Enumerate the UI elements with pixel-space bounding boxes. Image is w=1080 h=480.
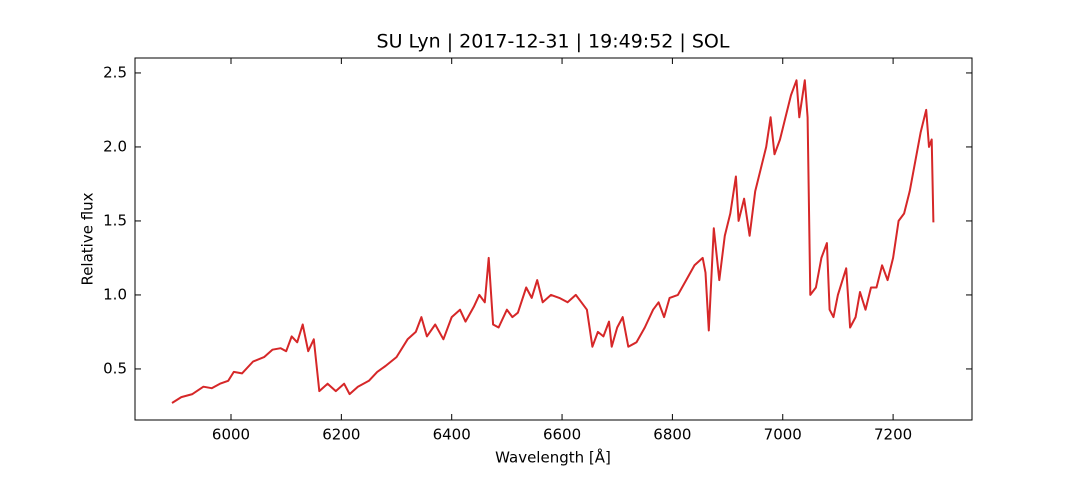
x-tick-label: 6800 [653,426,691,444]
x-tick-label: 6000 [212,426,250,444]
x-tick-label: 6200 [322,426,360,444]
y-tick-label: 0.5 [103,359,127,377]
x-tick-label: 7200 [874,426,912,444]
x-tick-label: 7000 [764,426,802,444]
y-tick-label: 1.5 [103,211,127,229]
y-axis-label: Relative flux [79,192,97,285]
y-tick-label: 2.0 [103,137,127,155]
plot-frame [134,57,973,421]
chart-title: SU Lyn | 2017-12-31 | 19:49:52 | SOL [377,31,730,53]
x-tick-label: 6400 [433,426,471,444]
x-tick-label: 6600 [543,426,581,444]
y-tick-label: 2.5 [103,63,127,81]
spectrum-line [171,79,935,404]
y-tick-label: 1.0 [103,285,127,303]
x-axis-label: Wavelength [Å] [495,448,611,467]
